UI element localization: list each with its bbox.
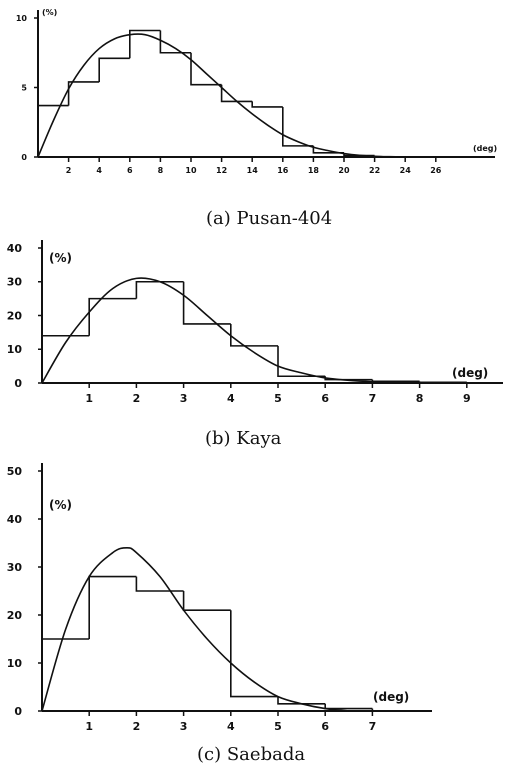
fit-curve xyxy=(42,278,467,383)
x-tick-label: 3 xyxy=(180,392,188,405)
histogram-bar xyxy=(372,380,419,382)
histogram-bar xyxy=(184,591,231,610)
x-tick-label: 3 xyxy=(180,720,188,733)
histogram-bar xyxy=(278,346,325,376)
y-tick-label: 40 xyxy=(7,513,23,526)
x-tick-label: 10 xyxy=(185,166,197,175)
y-tick-label: 10 xyxy=(16,14,28,23)
y-tick-label: 30 xyxy=(7,276,23,289)
histogram-bar xyxy=(231,324,278,346)
x-tick-label: 6 xyxy=(127,166,133,175)
x-tick-label: 22 xyxy=(369,166,380,175)
x-tick-label: 1 xyxy=(85,720,93,733)
histogram-bar xyxy=(252,101,283,107)
x-tick-label: 20 xyxy=(338,166,350,175)
histogram-bar xyxy=(38,106,69,157)
y-tick-label: 20 xyxy=(7,609,23,622)
x-tick-label: 12 xyxy=(216,166,227,175)
x-tick-label: 7 xyxy=(369,720,377,733)
x-tick-label: 26 xyxy=(430,166,442,175)
x-tick-label: 6 xyxy=(321,720,329,733)
x-tick-label: 2 xyxy=(66,166,72,175)
x-tick-label: 7 xyxy=(369,392,377,405)
y-tick-label: 40 xyxy=(7,242,23,255)
histogram-bar xyxy=(231,610,278,696)
x-tick-label: 18 xyxy=(308,166,320,175)
x-tick-label: 8 xyxy=(416,392,424,405)
histogram-bar xyxy=(184,282,231,324)
x-tick-label: 4 xyxy=(227,720,235,733)
histogram-bar xyxy=(42,639,89,711)
histogram-bar xyxy=(69,82,100,106)
x-tick-label: 4 xyxy=(227,392,235,405)
histogram-bar xyxy=(136,577,183,591)
x-tick-label: 2 xyxy=(133,392,141,405)
histogram-bar xyxy=(222,85,253,102)
panel-caption: (c) Saebada xyxy=(197,744,305,765)
y-tick-label: 5 xyxy=(21,83,27,92)
x-tick-label: 4 xyxy=(96,166,102,175)
histogram-bar xyxy=(89,577,136,639)
x-tick-label: 16 xyxy=(277,166,289,175)
x-tick-label: 5 xyxy=(274,720,282,733)
x-tick-label: 24 xyxy=(400,166,412,175)
panel-kaya: 0 10 20 30 40 1 2 3 4 5 6 7 8 9 (%) (deg) (b) Kaya xyxy=(7,240,503,449)
x-tick-label: 6 xyxy=(321,392,329,405)
y-axis-unit-label: (%) xyxy=(49,498,72,512)
x-axis-unit-label: (deg) xyxy=(373,690,409,704)
histogram-bar xyxy=(191,53,222,85)
histogram-bar xyxy=(325,704,372,709)
x-axis-unit-label: (deg) xyxy=(473,144,497,153)
x-tick-label: 14 xyxy=(247,166,259,175)
histogram-bar xyxy=(283,107,314,146)
histogram-bar xyxy=(313,146,344,153)
x-axis-unit-label: (deg) xyxy=(452,366,488,380)
y-tick-label: 20 xyxy=(7,309,23,322)
y-tick-label: 10 xyxy=(7,343,23,356)
histogram-bar xyxy=(278,697,325,704)
y-tick-label: 10 xyxy=(7,657,23,670)
y-tick-label: 30 xyxy=(7,561,23,574)
y-axis-unit-label: (%) xyxy=(42,8,57,17)
panel-caption: (a) Pusan-404 xyxy=(206,208,332,229)
y-tick-label: 0 xyxy=(14,377,22,390)
x-tick-label: 2 xyxy=(133,720,141,733)
x-tick-label: 9 xyxy=(463,392,471,405)
y-tick-label: 0 xyxy=(14,705,22,718)
x-tick-label: 1 xyxy=(85,392,93,405)
fit-curve xyxy=(42,548,349,711)
y-tick-label: 50 xyxy=(7,465,23,478)
x-tick-label: 5 xyxy=(274,392,282,405)
y-axis-unit-label: (%) xyxy=(49,251,72,265)
panel-caption: (b) Kaya xyxy=(205,428,282,449)
x-tick-label: 8 xyxy=(158,166,164,175)
y-tick-label: 0 xyxy=(21,153,27,162)
histogram-bar xyxy=(99,58,130,82)
panel-saebada: 0 10 20 30 40 50 1 2 3 4 5 6 7 (%) (deg) (c) Saebada xyxy=(7,463,432,765)
